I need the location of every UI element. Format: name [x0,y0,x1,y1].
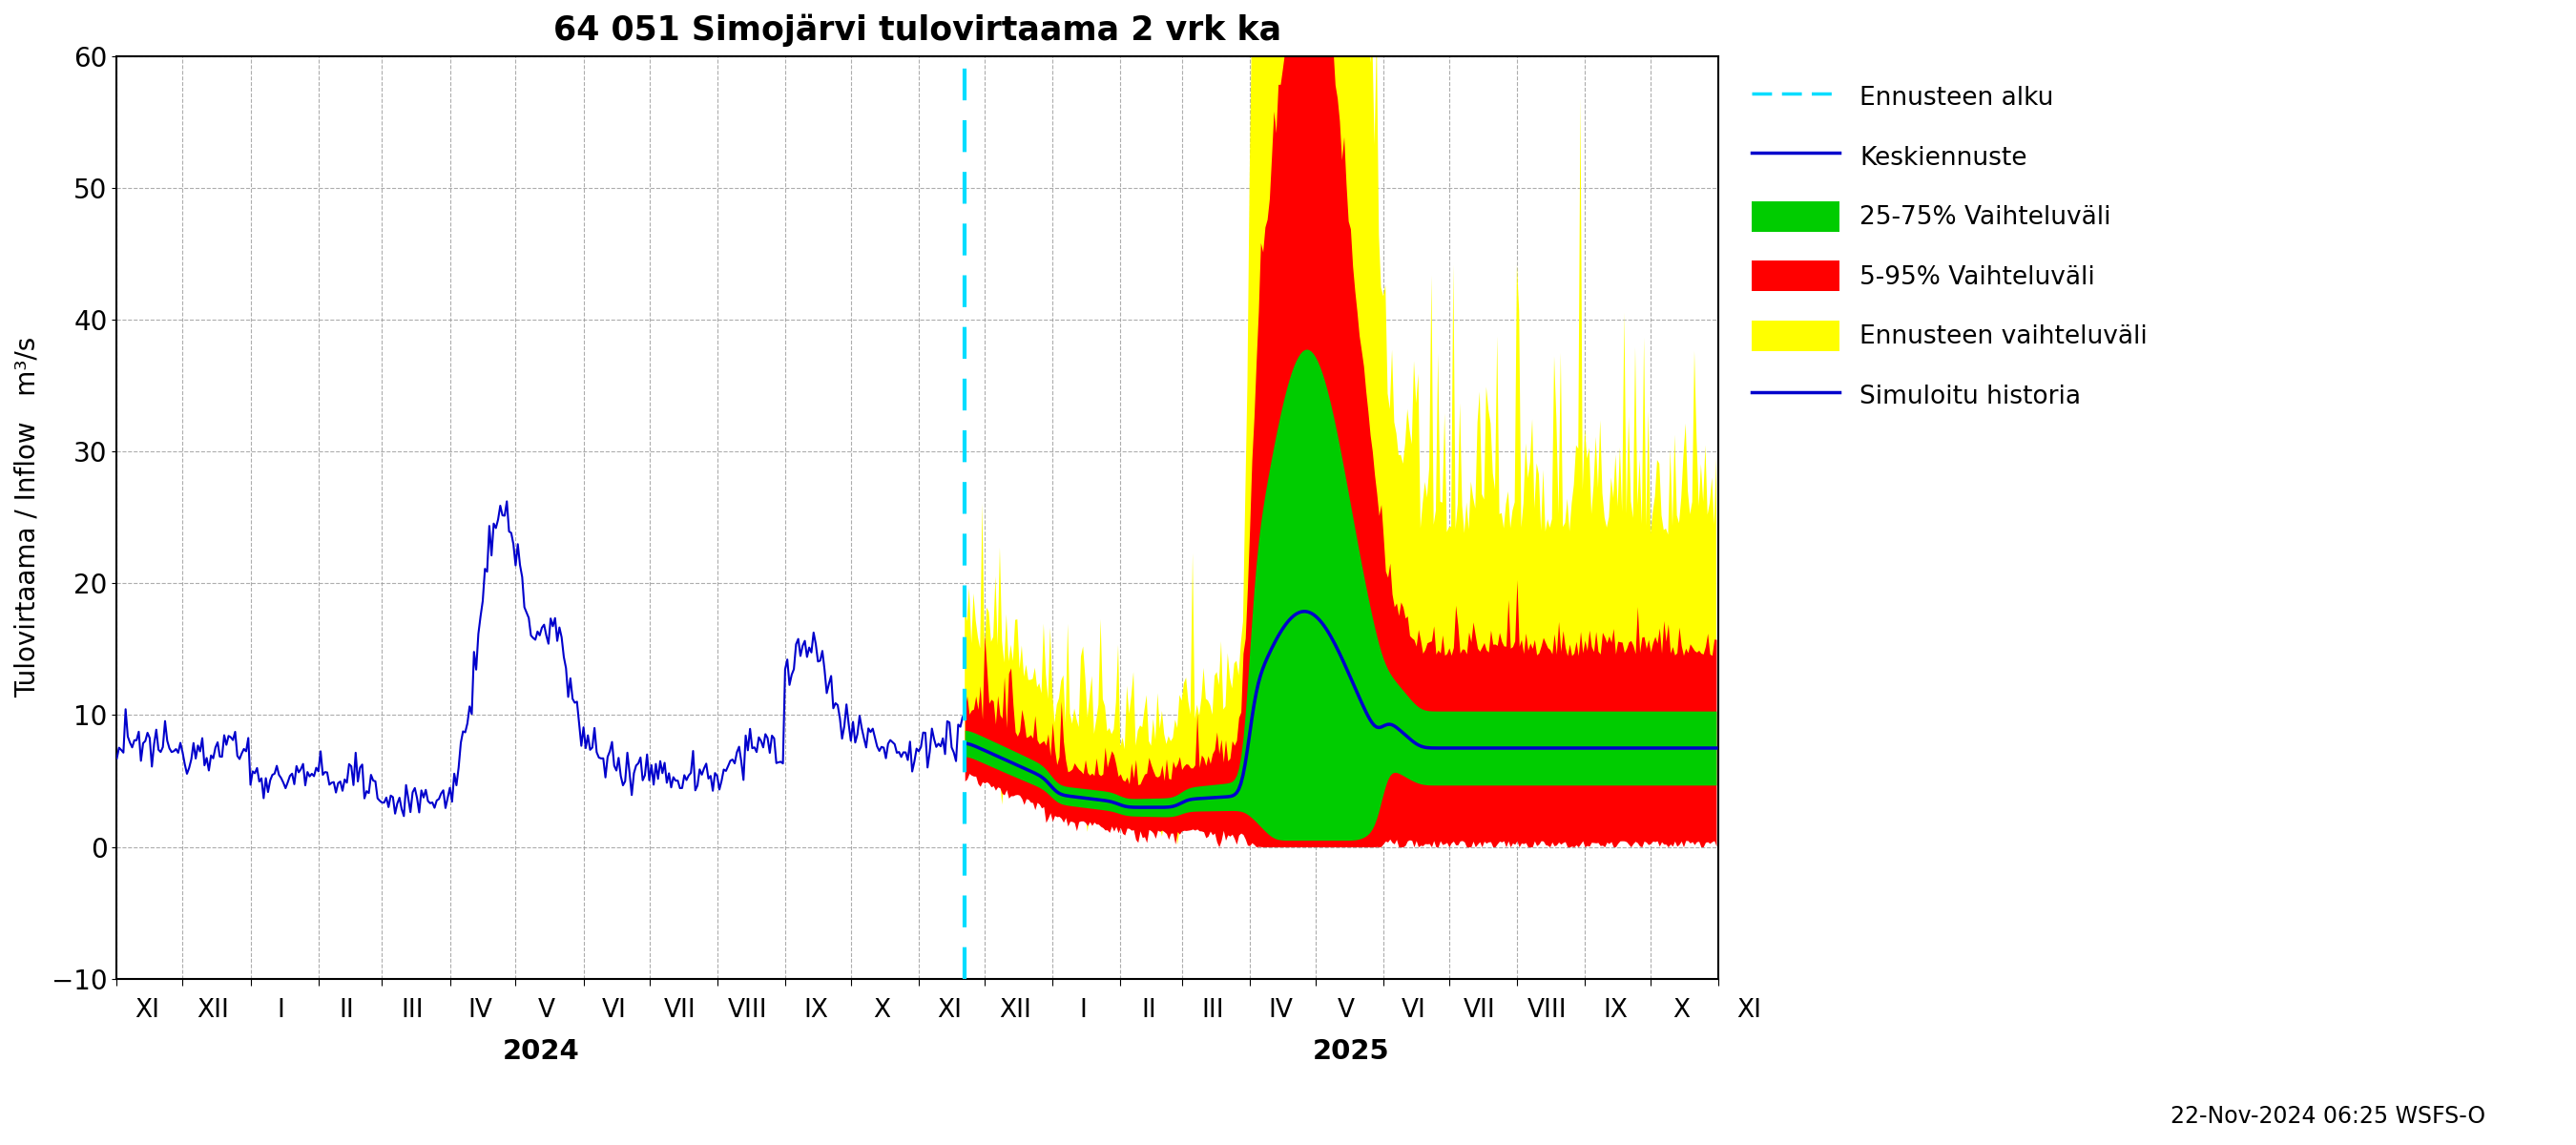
Text: XII: XII [198,998,229,1024]
Text: X: X [1672,998,1690,1024]
Text: XI: XI [134,998,160,1024]
Text: VIII: VIII [729,998,768,1024]
Text: VII: VII [1463,998,1497,1024]
Text: I: I [1079,998,1087,1024]
Text: IV: IV [1267,998,1293,1024]
Text: VII: VII [665,998,696,1024]
Text: III: III [402,998,425,1024]
Text: 22-Nov-2024 06:25 WSFS-O: 22-Nov-2024 06:25 WSFS-O [2172,1105,2486,1128]
Legend: Ennusteen alku, Keskiennuste, 25-75% Vaihteluväli, 5-95% Vaihteluväli, Ennusteen: Ennusteen alku, Keskiennuste, 25-75% Vai… [1739,69,2161,424]
Title: 64 051 Simojärvi tulovirtaama 2 vrk ka: 64 051 Simojärvi tulovirtaama 2 vrk ka [554,14,1283,47]
Text: V: V [1337,998,1355,1024]
Text: XII: XII [999,998,1030,1024]
Text: XI: XI [938,998,961,1024]
Y-axis label: Tulovirtaama / Inflow   m³/s: Tulovirtaama / Inflow m³/s [15,337,41,698]
Text: II: II [1141,998,1157,1024]
Text: X: X [873,998,891,1024]
Text: IX: IX [804,998,829,1024]
Text: VIII: VIII [1528,998,1566,1024]
Text: IV: IV [469,998,492,1024]
Text: VI: VI [1401,998,1427,1024]
Text: I: I [278,998,286,1024]
Text: XI: XI [1736,998,1762,1024]
Text: II: II [340,998,355,1024]
Text: 2025: 2025 [1314,1037,1391,1065]
Text: VI: VI [603,998,626,1024]
Text: IX: IX [1602,998,1628,1024]
Text: 2024: 2024 [502,1037,580,1065]
Text: V: V [538,998,554,1024]
Text: III: III [1200,998,1224,1024]
